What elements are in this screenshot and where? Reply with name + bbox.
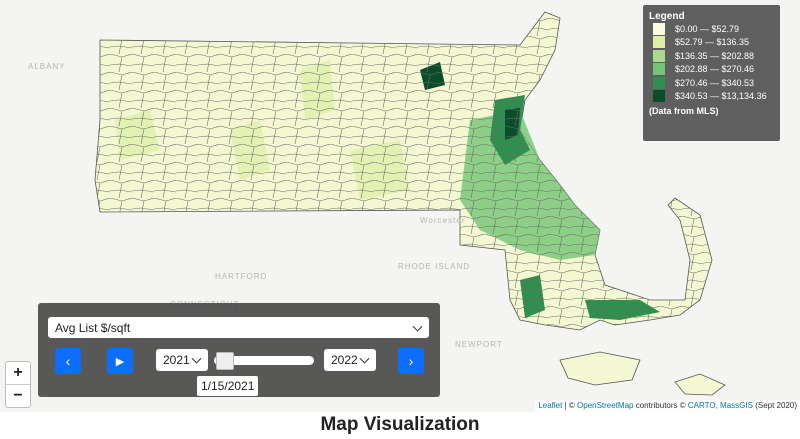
play-button[interactable]: ▶ (107, 348, 133, 374)
place-label: ALBANY (28, 62, 66, 71)
legend-label: $270.46 — $340.53 (675, 77, 755, 88)
prev-button[interactable]: ‹ (55, 348, 81, 374)
start-year: 2021 (163, 353, 190, 367)
next-button[interactable]: › (398, 348, 424, 374)
date-tooltip: 1/15/2021 (197, 376, 259, 396)
place-label: RHODE ISLAND (398, 262, 471, 271)
page-title: Map Visualization (320, 414, 480, 435)
legend-item: $52.79 — $136.35 (653, 36, 780, 50)
legend-label: $136.35 — $202.88 (675, 50, 755, 61)
legend-swatch (653, 22, 665, 35)
attribution-mid: contributors © (635, 401, 686, 410)
place-label: NEWPORT (455, 340, 503, 349)
end-year-select[interactable]: 2022 (324, 349, 376, 371)
attribution-tail: (Sept 2020) (755, 401, 797, 410)
place-label: HARTFORD (215, 272, 268, 281)
zoom-control: + − (5, 361, 31, 408)
start-year-select[interactable]: 2021 (156, 349, 208, 371)
legend-rows: $0.00 — $52.79 $52.79 — $136.35 $136.35 — … (643, 22, 780, 103)
leaflet-link[interactable]: Leaflet (538, 401, 563, 410)
town-borders (95, 12, 712, 330)
legend-note: (Data from MLS) (649, 106, 719, 116)
legend-swatch (653, 49, 665, 62)
legend-title: Legend (649, 11, 685, 22)
legend-swatch (653, 36, 665, 49)
slider-handle[interactable] (216, 352, 234, 370)
legend-label: $0.00 — $52.79 (675, 23, 740, 34)
attribution-sep: | © (564, 401, 575, 410)
zoom-in[interactable]: + (6, 362, 30, 385)
place-label: Worcester (420, 216, 466, 225)
legend-swatch (653, 63, 665, 76)
legend-item: $136.35 — $202.88 (653, 49, 780, 63)
legend-item: $270.46 — $340.53 (653, 76, 780, 90)
legend-item: $202.88 — $270.46 (653, 63, 780, 77)
control-panel: Avg List $/sqft ‹ ▶ 2021 2022 › 1/15/202… (38, 303, 440, 397)
zoom-out[interactable]: − (13, 387, 23, 404)
carto-link[interactable]: CARTO, MassGIS (687, 401, 753, 410)
date-slider[interactable] (214, 356, 314, 365)
legend-label: $202.88 — $270.46 (675, 64, 755, 75)
metric-value: Avg List $/sqft (55, 320, 131, 335)
legend-swatch (653, 90, 665, 103)
legend: Legend $0.00 — $52.79 $52.79 — $136.35 $13… (643, 5, 780, 141)
osm-link[interactable]: OpenStreetMap (577, 401, 634, 410)
legend-item: $340.53 — $13,134.36 (653, 90, 780, 104)
attribution: Leaflet | © OpenStreetMap contributors ©… (535, 400, 800, 412)
map-shapes (94, 11, 726, 396)
end-year: 2022 (331, 353, 358, 367)
islands (559, 351, 726, 396)
legend-swatch (653, 76, 665, 89)
legend-item: $0.00 — $52.79 (653, 22, 780, 36)
legend-label: $340.53 — $13,134.36 (675, 91, 767, 102)
metric-select[interactable]: Avg List $/sqft (48, 317, 429, 338)
map[interactable]: ALBANY HARTFORD CONNECTICUT RHODE ISLAND… (0, 0, 800, 412)
legend-label: $52.79 — $136.35 (675, 37, 750, 48)
